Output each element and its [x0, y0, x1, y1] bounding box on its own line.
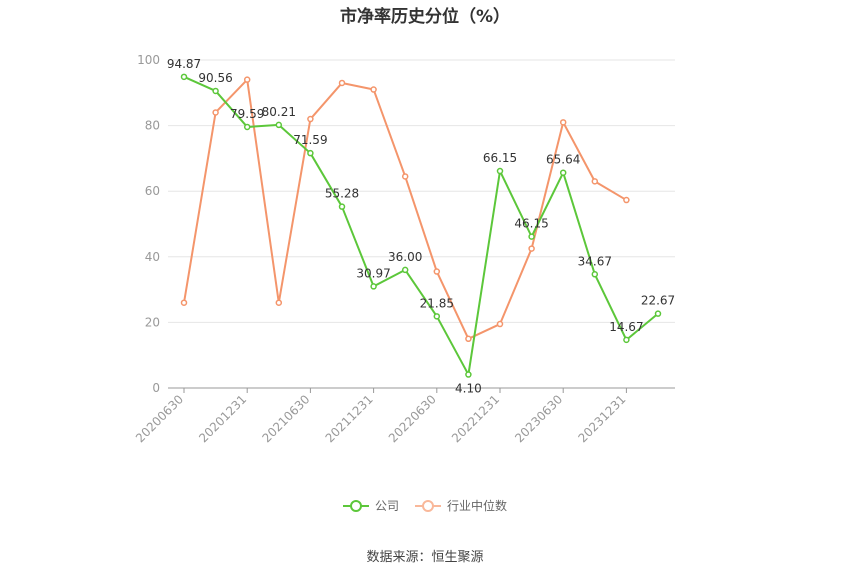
y-tick-label: 20 [145, 315, 160, 329]
industry-median-data-point [370, 86, 377, 93]
company-series-line [183, 75, 659, 376]
company-data-point [654, 310, 662, 317]
industry-median-data-point [496, 320, 504, 328]
chart-legend: 公司 行业中位数 [0, 497, 850, 514]
company-data-point [465, 371, 472, 378]
company-data-point [401, 266, 409, 274]
legend-item-company[interactable]: 公司 [342, 497, 399, 514]
company-data-point [307, 149, 314, 157]
company-data-label: 34.67 [578, 254, 612, 268]
chart-title: 市净率历史分位（%） [339, 7, 511, 27]
company-data-label: 55.28 [325, 187, 359, 201]
company-data-label: 4.10 [455, 382, 482, 396]
legend-item-industry-median[interactable]: 行业中位数 [415, 497, 507, 514]
legend-label-company: 公司 [374, 499, 399, 513]
x-tick-label: 20210630 [259, 392, 312, 445]
legend-swatch-company [342, 499, 369, 513]
industry-median-data-point [623, 196, 630, 204]
x-tick-label: 20230630 [512, 392, 565, 445]
y-tick-label: 100 [137, 53, 160, 67]
y-tick-label: 60 [145, 184, 160, 198]
company-data-label: 22.67 [641, 294, 675, 308]
company-data-point [243, 123, 251, 131]
company-data-point [591, 271, 599, 278]
y-tick-label: 0 [152, 381, 160, 395]
x-tick-label: 20231231 [575, 392, 628, 445]
company-data-label: 71.59 [293, 133, 327, 147]
industry-median-data-point [180, 299, 188, 306]
x-tick-label: 20220630 [386, 392, 439, 445]
y-tick-label: 80 [145, 119, 160, 133]
industry-median-data-point [401, 173, 409, 180]
company-data-point [496, 167, 504, 175]
data-source: 数据来源：恒生聚源 [366, 550, 484, 565]
company-data-label: 46.15 [514, 217, 548, 231]
x-tick-label: 20200630 [133, 392, 186, 445]
industry-median-data-point [528, 245, 535, 252]
y-tick-label: 40 [145, 250, 160, 264]
x-tick-label: 20221231 [449, 392, 502, 445]
company-data-label: 79.59 [230, 107, 264, 121]
legend-label-industry-median: 行业中位数 [447, 499, 508, 513]
x-tick-label: 20201231 [196, 392, 249, 445]
industry-median-data-point [559, 119, 567, 126]
industry-median-data-point [307, 115, 314, 123]
company-data-point [623, 336, 630, 344]
industry-median-data-point [433, 268, 441, 275]
company-data-point [180, 73, 188, 81]
x-tick-label: 20211231 [323, 392, 376, 445]
company-data-label: 21.85 [420, 296, 454, 310]
company-data-point [433, 313, 441, 320]
company-data-point [370, 283, 377, 290]
industry-median-data-point [338, 79, 346, 87]
company-data-point [212, 87, 219, 95]
legend-swatch-industry-median [415, 499, 441, 513]
company-data-point [338, 203, 346, 210]
company-data-label: 94.87 [167, 57, 201, 71]
company-data-label: 30.97 [356, 266, 390, 280]
company-data-point [559, 169, 567, 176]
industry-median-data-point [243, 76, 251, 83]
company-data-point [528, 233, 535, 240]
company-data-label: 14.67 [609, 320, 643, 334]
company-data-label: 66.15 [483, 151, 517, 165]
company-data-label: 65.64 [546, 153, 580, 167]
company-data-label: 90.56 [198, 71, 232, 85]
company-data-label: 80.21 [262, 105, 296, 119]
industry-median-data-point [465, 335, 472, 343]
industry-median-data-point [275, 299, 283, 306]
company-data-label: 36.00 [388, 250, 422, 264]
industry-median-data-point [212, 109, 219, 116]
company-data-point [275, 121, 283, 129]
industry-median-data-point [591, 178, 599, 185]
